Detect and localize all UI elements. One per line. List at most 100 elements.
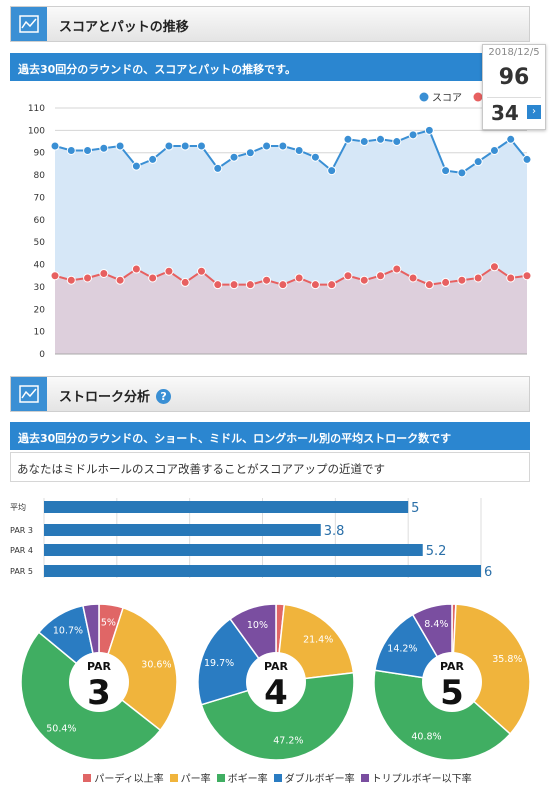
score-point	[245, 148, 255, 158]
score-point	[148, 154, 158, 164]
y-tick-label: 0	[39, 350, 45, 360]
score-point	[131, 161, 141, 171]
y-tick-label: 80	[34, 171, 46, 181]
legend-label: ボギー率	[227, 774, 268, 785]
legend-swatch	[216, 774, 225, 782]
y-tick-label: 90	[34, 149, 46, 159]
legend-swatch	[83, 774, 92, 782]
score-point	[196, 141, 206, 151]
bar-category-label: 平均	[10, 502, 26, 512]
pie-slice	[373, 669, 512, 761]
pie-slice-label: 8.4%	[424, 619, 448, 630]
legend-label: トリプルボギー以下率	[371, 774, 472, 785]
pie-slice	[98, 606, 178, 732]
y-tick-label: 40	[34, 261, 46, 271]
pie-slice-label: 30.6%	[141, 660, 171, 671]
putt-point	[424, 280, 434, 290]
bar-category-label: PAR 3	[10, 526, 33, 535]
pie-center-label: PAR	[87, 660, 112, 673]
score-point	[522, 154, 532, 164]
putt-point	[327, 280, 337, 290]
score-point	[473, 157, 483, 167]
putt-point	[115, 275, 125, 285]
pie-center-value: 4	[264, 673, 288, 713]
legend-label: パーディ以上率	[94, 774, 164, 785]
bar-value-label: 6	[484, 565, 492, 580]
score-point	[376, 134, 386, 144]
legend-score-label: スコア	[432, 93, 462, 104]
trend-section-header: スコアとパットの推移	[10, 6, 530, 42]
pie-center-label: PAR	[264, 660, 289, 673]
bar	[44, 544, 423, 556]
score-point	[359, 137, 369, 147]
bar-value-label: 3.8	[324, 524, 345, 539]
legend-swatch	[273, 774, 282, 782]
bar-value-label: 5.2	[426, 544, 447, 559]
pie-slice	[200, 671, 355, 761]
score-point	[278, 141, 288, 151]
score-point	[115, 141, 125, 151]
putt-point	[441, 277, 451, 287]
pie-legend-item: パー率	[169, 770, 211, 785]
bar-category-label: PAR 4	[10, 546, 33, 555]
pie-center	[69, 652, 129, 712]
putt-point	[213, 280, 223, 290]
putt-point	[229, 280, 239, 290]
putt-point	[196, 266, 206, 276]
y-tick-label: 60	[34, 216, 46, 226]
score-point	[489, 145, 499, 155]
chevron-right-icon[interactable]: ›	[527, 105, 541, 119]
pie-legend-item: トリプルボギー以下率	[360, 770, 472, 785]
pie-slice-label: 40.8%	[411, 731, 441, 742]
y-tick-label: 70	[34, 193, 46, 203]
pie-center	[422, 652, 482, 712]
bar	[44, 565, 481, 577]
score-point	[164, 141, 174, 151]
pie-slice-label: 35.8%	[492, 654, 522, 665]
legend-score-marker	[419, 92, 429, 102]
tooltip-putt: 34	[491, 101, 519, 125]
stroke-section-header: ストローク分析?	[10, 376, 530, 412]
trend-subtitle: 過去30回分のラウンドの、スコアとパットの推移です。	[10, 53, 530, 81]
bar	[44, 501, 409, 513]
putt-point	[408, 273, 418, 283]
putt-point	[506, 273, 516, 283]
pie-center-value: 5	[440, 673, 464, 713]
score-point	[424, 125, 434, 135]
score-point	[392, 137, 402, 147]
putt-point	[180, 277, 190, 287]
pie-slice-label: 10.7%	[53, 626, 83, 637]
pie-legend: パーディ以上率 パー率 ボギー率 ダブルボギー率 トリプルボギー以下率	[0, 770, 555, 785]
stroke-section-title: ストローク分析?	[59, 386, 172, 405]
score-point	[229, 152, 239, 162]
pie-legend-item: パーディ以上率	[83, 770, 164, 785]
putt-point	[278, 280, 288, 290]
putt-point	[50, 271, 60, 281]
tooltip-score: 96	[498, 65, 530, 90]
y-tick-label: 50	[34, 238, 46, 248]
putt-point	[489, 262, 499, 272]
putt-point	[99, 268, 109, 278]
putt-point	[164, 266, 174, 276]
pie-legend-item: ボギー率	[216, 770, 268, 785]
pie-slice-label: 21.4%	[303, 634, 333, 645]
tooltip-date: 2018/12/5	[488, 47, 540, 58]
putt-point	[522, 271, 532, 281]
y-tick-label: 30	[34, 283, 46, 293]
tooltip-divider	[487, 97, 541, 98]
score-point	[50, 141, 60, 151]
pie-slice-label: 14.2%	[387, 643, 417, 654]
score-point	[180, 141, 190, 151]
bar	[44, 524, 321, 536]
putt-point	[148, 273, 158, 283]
score-point	[213, 163, 223, 173]
score-point	[99, 143, 109, 153]
legend-label: パー率	[180, 774, 211, 785]
putt-point	[294, 273, 304, 283]
help-icon[interactable]: ?	[156, 389, 172, 404]
score-putt-line-chart: 0102030405060708090100110スコアパット	[28, 92, 532, 360]
data-tooltip: 2018/12/5 96 34 ›	[482, 44, 546, 130]
score-point	[441, 166, 451, 176]
legend-label: ダブルボギー率	[284, 774, 355, 785]
